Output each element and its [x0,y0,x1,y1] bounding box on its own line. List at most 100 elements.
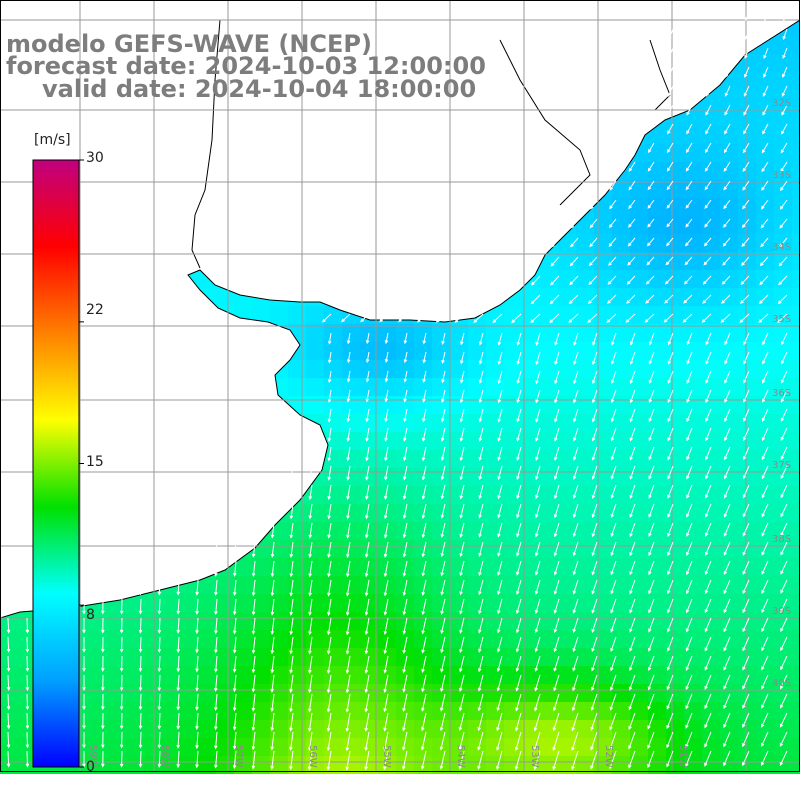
wind-arrow [705,85,712,97]
speed-cell [666,306,684,324]
speed-cell [666,558,684,576]
speed-cell [630,324,648,342]
longitude-label: 56W [307,745,318,768]
speed-cell [558,630,576,648]
speed-cell [468,594,486,612]
speed-cell [720,432,738,450]
speed-cell [324,342,342,360]
speed-cell [468,576,486,594]
wind-arrow [722,237,731,247]
speed-cell [540,342,558,360]
speed-cell [504,324,522,342]
speed-cell [612,576,630,594]
colorbar-tick-30: 30 [86,150,104,166]
wind-arrow [610,351,617,365]
wind-arrow [535,408,541,423]
wind-arrow [403,389,408,403]
wind-arrow [459,655,465,673]
wind-arrow [458,693,465,712]
wind-arrow [687,28,693,41]
wind-arrow [685,750,693,768]
speed-cell [180,666,198,684]
speed-cell [90,738,108,756]
speed-cell [396,342,414,360]
speed-cell [702,576,720,594]
speed-cell [306,324,324,342]
speed-cell [432,594,450,612]
speed-cell [702,306,720,324]
wind-arrow [667,503,674,518]
speed-cell [756,324,774,342]
wind-arrow [454,313,465,323]
wind-arrow [667,560,674,576]
speed-cell [774,450,792,468]
speed-cell [738,432,756,450]
wind-arrow [704,750,712,767]
wind-arrow [6,674,11,692]
speed-cell [630,486,648,504]
wind-arrow [591,389,598,404]
wind-arrow [723,522,731,537]
speed-cell [324,396,342,414]
wind-arrow [629,465,636,480]
wind-arrow [364,731,370,752]
wind-arrow [610,560,617,576]
speed-cell [414,504,432,522]
speed-cell [468,648,486,666]
wind-arrow [573,332,579,346]
speed-cell [396,684,414,702]
wind-arrow [780,636,788,652]
speed-cell [360,378,378,396]
speed-cell [792,630,800,648]
speed-cell [378,630,396,648]
speed-cell [522,630,540,648]
speed-cell [540,540,558,558]
speed-cell [576,612,594,630]
speed-cell [612,594,630,612]
speed-cell [522,702,540,720]
wind-arrow [327,389,332,403]
wind-arrow [705,503,712,518]
wind-arrow [609,731,617,751]
speed-cell [756,108,774,126]
wind-arrow [743,104,750,116]
wind-arrow [667,408,674,423]
wind-arrow [724,370,731,384]
wind-arrow [345,598,351,616]
speed-cell [576,414,594,432]
wind-arrow [460,351,465,365]
wind-arrow [176,636,181,654]
speed-cell [216,702,234,720]
wind-arrow [686,332,693,346]
speed-cell [252,684,270,702]
speed-cell [702,594,720,612]
speed-cell [648,648,666,666]
speed-cell [252,702,270,720]
speed-cell [738,648,756,666]
wind-arrow [496,750,503,771]
wind-arrow [762,123,769,135]
speed-cell [666,288,684,306]
speed-cell [414,540,432,558]
wind-arrow [417,313,427,323]
speed-cell [144,756,162,774]
speed-cell [468,360,486,378]
wind-arrow [157,731,162,749]
speed-cell [396,540,414,558]
speed-cell [522,738,540,756]
speed-cell [648,342,666,360]
wind-arrow [383,503,389,520]
wind-arrow [761,180,769,191]
wind-arrow [572,541,579,557]
speed-cell [522,414,540,432]
speed-cell [414,342,432,360]
speed-cell [702,360,720,378]
speed-cell [540,324,558,342]
speed-cell [522,306,540,324]
wind-arrow [646,256,655,266]
wind-arrow [232,731,237,750]
speed-cell [198,576,216,594]
wind-arrow [270,655,275,674]
wind-arrow [554,427,560,442]
wind-arrow [383,522,389,539]
